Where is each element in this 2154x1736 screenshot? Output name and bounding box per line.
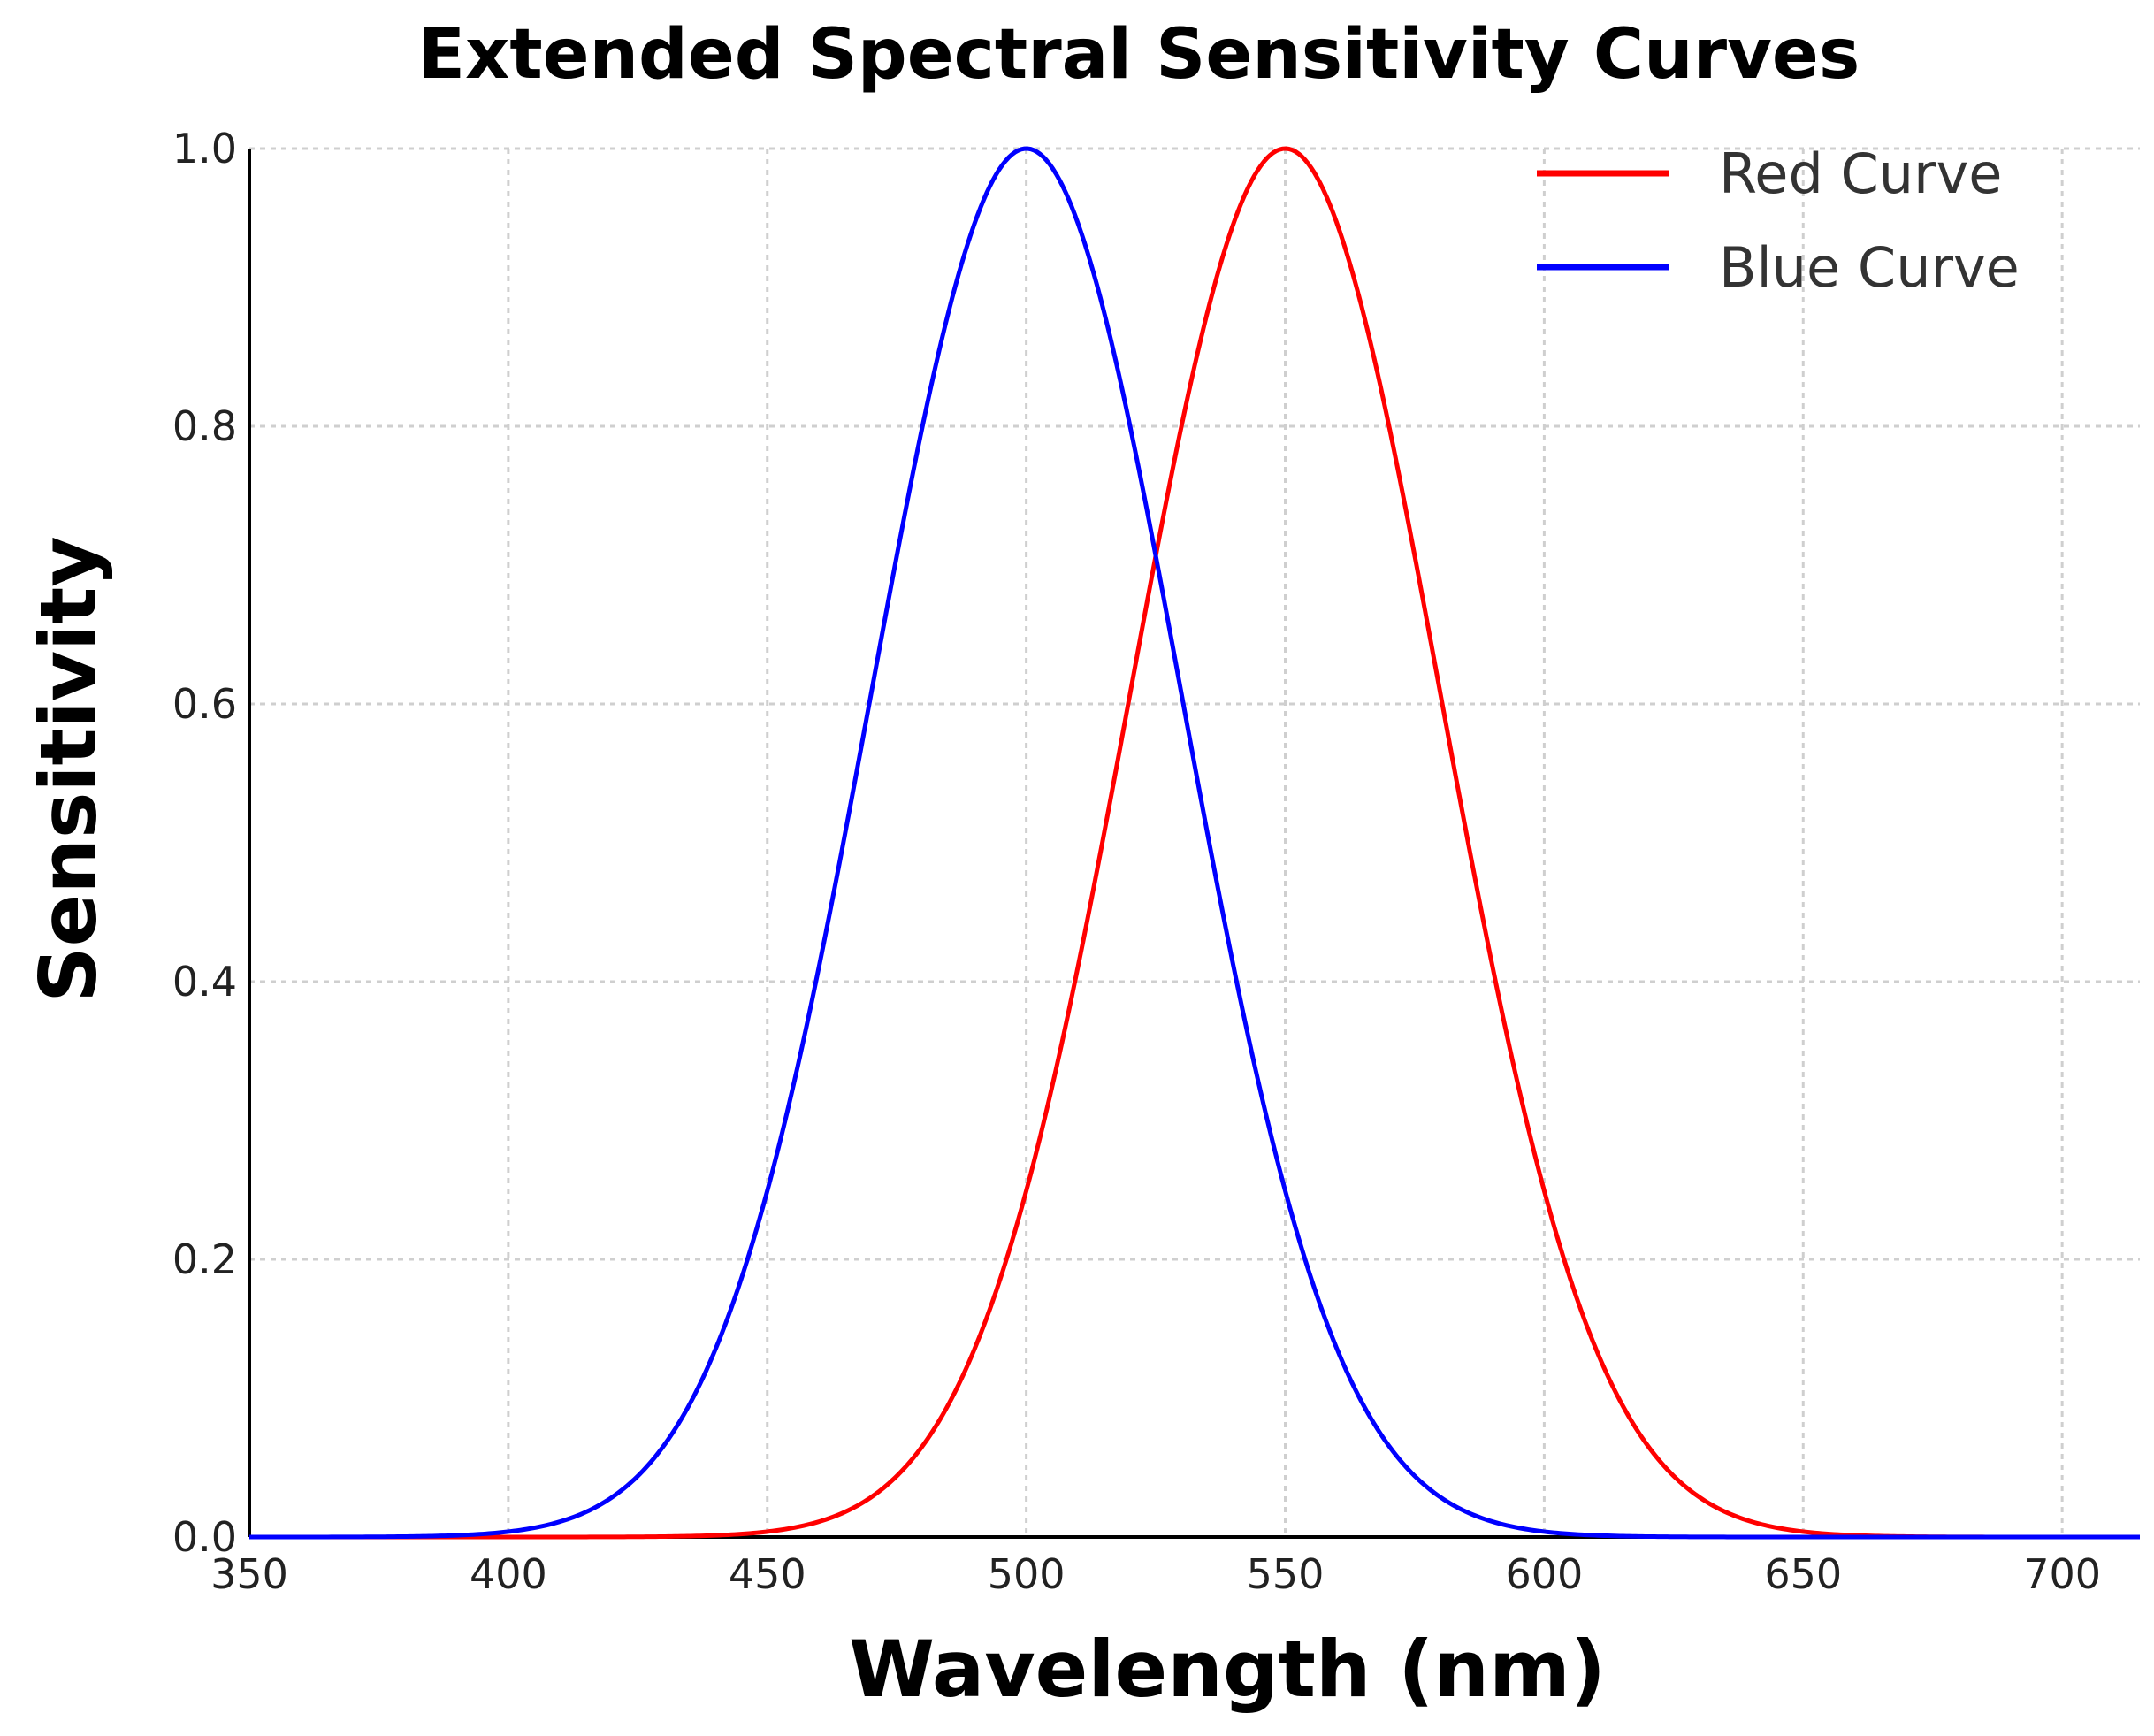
y-tick-label: 0.0 — [172, 1513, 237, 1561]
x-tick-label: 350 — [210, 1550, 288, 1598]
x-tick-label: 650 — [1764, 1550, 1842, 1598]
y-tick-label: 0.6 — [172, 680, 237, 728]
x-tick-label: 550 — [1247, 1550, 1325, 1598]
y-tick-label: 0.2 — [172, 1235, 237, 1283]
x-tick-label: 400 — [470, 1550, 547, 1598]
x-tick-label: 600 — [1505, 1550, 1583, 1598]
series-line-blue-curve — [249, 146, 2140, 1540]
y-tick-label: 1.0 — [172, 125, 237, 172]
legend-label: Red Curve — [1719, 141, 2002, 206]
chart-title: Extended Spectral Sensitivity Curves — [418, 15, 1860, 95]
y-axis-label: Sensitivity — [23, 536, 114, 1002]
y-tick-label: 0.4 — [172, 958, 237, 1006]
legend: Red Curve Blue Curve — [1537, 141, 2020, 300]
x-tick-label: 500 — [988, 1550, 1066, 1598]
x-tick-label: 700 — [2023, 1550, 2101, 1598]
y-tick-label: 0.8 — [172, 402, 237, 450]
ticks-layer: 350 400 450 500 550 600 650 700 0.0 0.2 0.4 0.6 0.8 1… — [172, 125, 2101, 1598]
legend-label: Blue Curve — [1719, 235, 2020, 300]
x-axis-label: Wavelength (nm) — [849, 1624, 1606, 1715]
x-tick-label: 450 — [729, 1550, 806, 1598]
grid-layer — [249, 147, 2140, 1537]
series-line-red-curve — [249, 146, 2140, 1540]
series-layer — [249, 146, 2140, 1540]
